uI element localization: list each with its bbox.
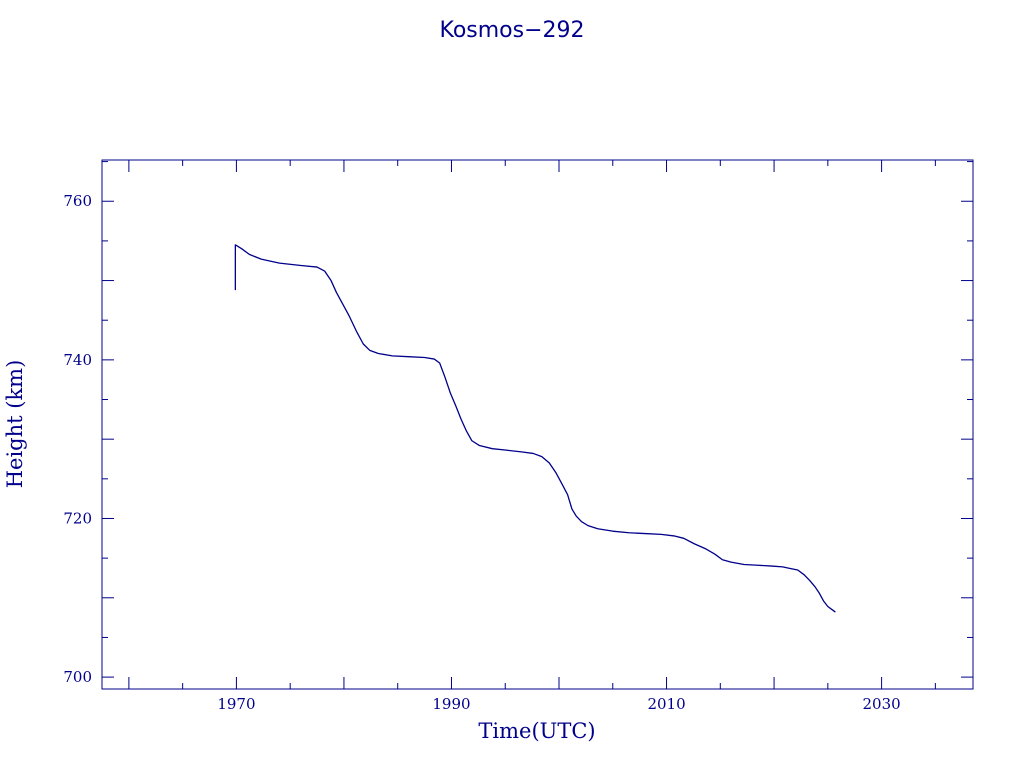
x-axis-label: Time(UTC) bbox=[478, 719, 595, 743]
x-tick-label: 1990 bbox=[432, 695, 470, 713]
axis-tick-labels: 1970 1990 2010 2030 700 720 740 760 bbox=[63, 192, 900, 713]
y-axis-label: Height (km) bbox=[3, 360, 27, 489]
axis-ticks bbox=[102, 160, 973, 689]
x-tick-label: 2010 bbox=[647, 695, 685, 713]
y-tick-label: 700 bbox=[63, 668, 92, 686]
y-tick-label: 720 bbox=[63, 509, 92, 527]
height-series-line bbox=[234, 244, 836, 613]
x-tick-label: 2030 bbox=[863, 695, 901, 713]
y-tick-label: 760 bbox=[63, 192, 92, 210]
chart-title: Kosmos−292 bbox=[439, 18, 584, 43]
y-tick-label: 740 bbox=[63, 351, 92, 369]
plot-frame bbox=[101, 159, 974, 690]
x-tick-label: 1970 bbox=[217, 695, 255, 713]
